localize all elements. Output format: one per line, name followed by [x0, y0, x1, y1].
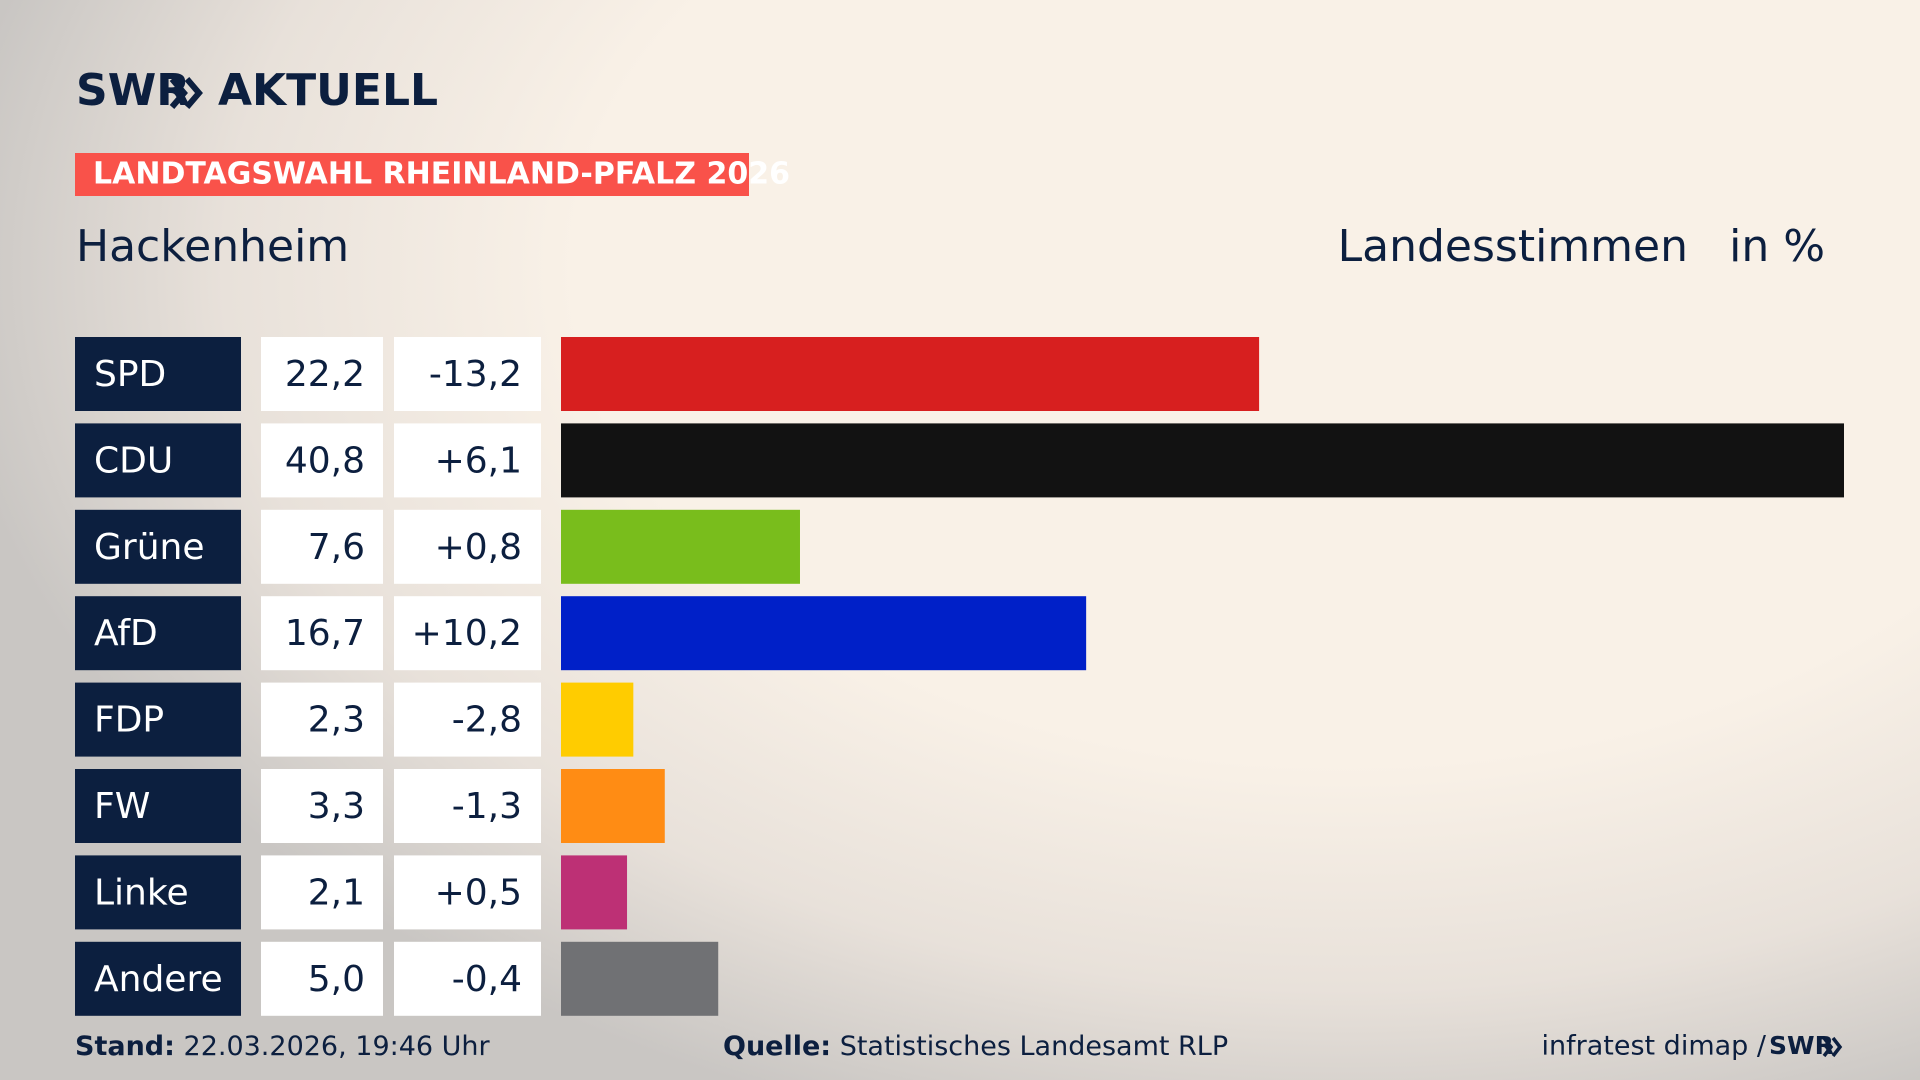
value-box [261, 941, 383, 1016]
party-box [75, 855, 241, 930]
value-box [261, 509, 383, 584]
change-label: +0,8 [435, 527, 522, 568]
bar [561, 941, 719, 1016]
change-box [394, 509, 541, 584]
value-label: 3,3 [308, 786, 365, 827]
change-box [394, 855, 541, 930]
party-label: FW [94, 786, 150, 827]
measure: Landesstimmen [1338, 221, 1688, 272]
stand-label: Stand: [75, 1031, 175, 1062]
party-box [75, 596, 241, 671]
change-label: +10,2 [412, 613, 522, 654]
bar [561, 337, 1260, 411]
value-box [261, 423, 383, 498]
brand-chevrons [169, 77, 203, 109]
change-label: +0,5 [435, 872, 522, 913]
source-value: Statistisches Landesamt RLP [840, 1031, 1228, 1062]
value-box [261, 855, 383, 930]
stand: Stand: 22.03.2026, 19:46 Uhr [75, 1031, 491, 1062]
value-label: 2,3 [308, 700, 365, 741]
value-box [261, 682, 383, 757]
party-label: Grüne [94, 527, 204, 568]
bar [561, 596, 1087, 671]
brand: SWR [76, 65, 190, 116]
change-label: -0,4 [452, 959, 522, 1000]
change-label: -1,3 [452, 786, 522, 827]
change-box [394, 423, 541, 498]
bar [561, 423, 1844, 498]
change-label: -2,8 [452, 700, 522, 741]
party-box [75, 509, 241, 584]
change-box [394, 941, 541, 1016]
credit-chevrons [1822, 1036, 1843, 1058]
badge: LANDTAGSWAHL RHEINLAND-PFALZ 2026 [93, 157, 790, 192]
change-box [394, 682, 541, 757]
stand-value: 22.03.2026, 19:46 Uhr [184, 1031, 491, 1062]
value-box [261, 596, 383, 671]
party-label: Andere [94, 959, 223, 1000]
party-label: FDP [94, 700, 164, 741]
brand-suffix: AKTUELL [218, 65, 438, 116]
value-box [261, 769, 383, 843]
party-box [75, 423, 241, 498]
badge-bg [75, 153, 749, 196]
party-box [75, 682, 241, 757]
value-label: 2,1 [308, 872, 365, 913]
bar [561, 682, 634, 757]
change-label: -13,2 [429, 354, 522, 395]
party-label: AfD [94, 613, 158, 654]
party-box [75, 337, 241, 411]
party-box [75, 769, 241, 843]
change-box [394, 337, 541, 411]
value-label: 22,2 [285, 354, 365, 395]
bar [561, 855, 628, 930]
change-box [394, 596, 541, 671]
party-label: SPD [94, 354, 166, 395]
party-label: Linke [94, 872, 189, 913]
source-label: Quelle: [723, 1031, 831, 1062]
chart-title: Hackenheim [76, 221, 349, 272]
party-box [75, 941, 241, 1016]
value-label: 5,0 [308, 959, 365, 1000]
value-label: 7,6 [308, 527, 365, 568]
party-label: CDU [94, 440, 173, 481]
value-box [261, 337, 383, 411]
bar [561, 769, 665, 843]
bar [561, 509, 800, 584]
change-label: +6,1 [435, 440, 522, 481]
credit: infratest dimap / [1541, 1031, 1766, 1062]
value-label: 16,7 [285, 613, 365, 654]
source: Quelle: Statistisches Landesamt RLP [723, 1031, 1228, 1062]
unit: in % [1729, 221, 1825, 272]
value-label: 40,8 [285, 440, 365, 481]
change-box [394, 769, 541, 843]
